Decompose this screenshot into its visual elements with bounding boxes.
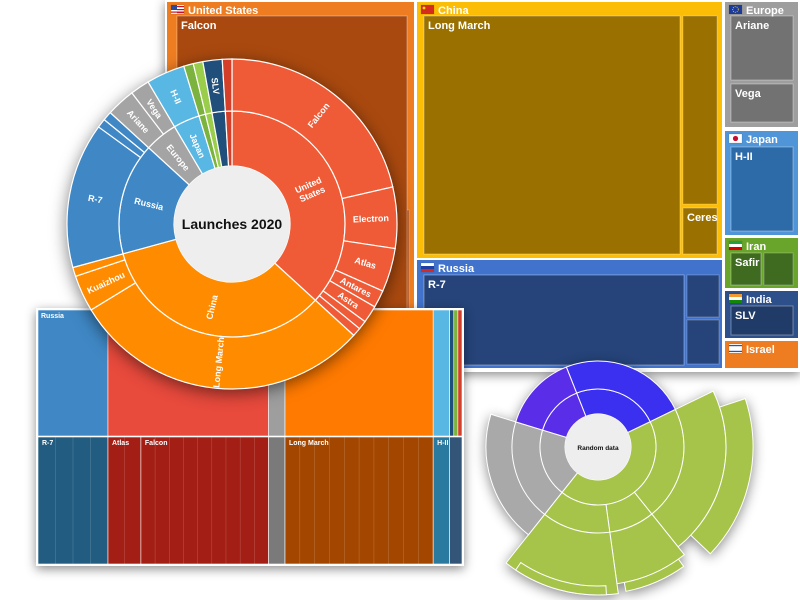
treemap-cell-label: Vega xyxy=(735,88,762,100)
treemap-group-israel[interactable]: Israel xyxy=(725,341,798,368)
flag-icon-europe xyxy=(728,4,743,15)
icicle-top-segment[interactable] xyxy=(284,309,434,437)
icicle-label: H-II xyxy=(437,440,448,447)
icicle-bottom-long-march[interactable]: Long March xyxy=(284,436,434,565)
random-outer-segment[interactable] xyxy=(605,491,686,592)
treemap-cell-label: R-7 xyxy=(428,279,446,291)
icicle-chart: Russia R-7 Atlas Falcon Long March H-II xyxy=(37,309,463,565)
treemap-group-label: China xyxy=(438,5,469,17)
icicle-bottom-h-ii[interactable]: H-II xyxy=(432,436,450,565)
random-inner-segment[interactable] xyxy=(541,392,587,438)
treemap-cell-vega[interactable]: Vega xyxy=(730,83,794,123)
icicle-bottom-r-7[interactable]: R-7 xyxy=(37,436,109,565)
flag-icon-united-states xyxy=(170,4,185,15)
treemap-group-label: Russia xyxy=(438,263,475,275)
launches-outer-kuaizhou[interactable]: Kuaizhou xyxy=(74,259,137,311)
treemap-cell xyxy=(682,15,718,205)
treemap-cell-safir[interactable]: Safir xyxy=(730,252,762,286)
icicle-top-segment[interactable] xyxy=(107,309,269,437)
launches-label: Vega xyxy=(144,97,165,121)
treemap-group-europe[interactable]: Ariane Vega Europe xyxy=(725,2,798,127)
treemap-cell-r-7[interactable]: R-7 xyxy=(423,274,685,366)
treemap-cell-label: Ariane xyxy=(735,20,769,32)
treemap-cell xyxy=(763,252,794,286)
treemap-cell-long-march[interactable]: Long March xyxy=(423,15,681,255)
launches-outer-r-7[interactable]: R-7 xyxy=(66,126,142,269)
treemap-cell-label: Safir xyxy=(735,257,760,269)
random-outer-segment[interactable] xyxy=(505,491,619,596)
flag-icon-iran xyxy=(728,240,743,251)
random-outer-segment[interactable] xyxy=(633,390,754,555)
treemap-cell-falcon[interactable]: Falcon xyxy=(176,15,408,357)
icicle-top-segment[interactable] xyxy=(453,309,459,437)
treemap-cell-label: H-II xyxy=(735,151,753,163)
launches-outer-segment[interactable] xyxy=(72,253,126,278)
random-outer-segment[interactable] xyxy=(515,366,578,431)
flag-icon-india xyxy=(728,293,743,304)
treemap-group-label: United States xyxy=(188,5,258,17)
icicle-bottom-segment[interactable] xyxy=(268,436,286,565)
icicle-label: Falcon xyxy=(145,440,168,447)
random-title: Random data xyxy=(577,445,619,452)
treemap-cell-ariane[interactable]: Ariane xyxy=(730,15,794,81)
treemap-group-india[interactable]: SLV India xyxy=(725,291,798,338)
treemap-cell-ceres[interactable]: Ceres xyxy=(682,207,718,255)
random-inner-segment[interactable] xyxy=(539,429,579,494)
treemap-group-russia[interactable]: R-7 Russia xyxy=(417,260,722,368)
treemap-cell-label: Ceres xyxy=(687,212,718,224)
launches-outer-ariane[interactable]: Ariane xyxy=(109,92,165,149)
icicle-label: R-7 xyxy=(42,440,53,447)
random-inner-segment[interactable] xyxy=(575,388,651,434)
treemap-cell-label: Falcon xyxy=(181,20,217,32)
treemap-group-japan[interactable]: H-II Japan xyxy=(725,131,798,235)
treemap-cell-h-ii[interactable]: H-II xyxy=(730,146,794,232)
random-center: Random data xyxy=(565,414,631,480)
flag-icon-israel xyxy=(728,343,743,354)
launches-label: Kuaizhou xyxy=(86,270,127,296)
flag-icon-china xyxy=(420,4,435,15)
launches-label: Russia xyxy=(133,196,165,213)
treemap-cell xyxy=(686,274,720,318)
launches-label: Ariane xyxy=(125,108,151,135)
icicle-label: Russia xyxy=(41,313,64,320)
icicle-panel: Russia R-7 Atlas Falcon Long March H-II xyxy=(36,308,464,566)
icicle-bottom-segment[interactable] xyxy=(449,436,463,565)
treemap-group-iran[interactable]: Safir Iran xyxy=(725,238,798,288)
icicle-label: Long March xyxy=(289,440,329,447)
icicle-bottom-atlas[interactable]: Atlas xyxy=(107,436,142,565)
icicle-top-segment[interactable] xyxy=(457,309,463,437)
launches-outer-segment[interactable] xyxy=(103,111,150,154)
treemap-cell-label: Long March xyxy=(428,20,491,32)
treemap-group-label: Iran xyxy=(746,241,766,253)
icicle-top-segment[interactable] xyxy=(432,309,450,437)
icicle-label: Atlas xyxy=(112,440,129,447)
flag-icon-japan xyxy=(728,133,743,144)
random-inner-segment[interactable] xyxy=(561,421,657,506)
flag-icon-russia xyxy=(420,262,435,273)
treemap-cell-slv[interactable]: SLV xyxy=(730,305,794,336)
icicle-top-segment[interactable] xyxy=(449,309,455,437)
treemap-cell xyxy=(686,319,720,365)
icicle-top-segment[interactable] xyxy=(268,309,286,437)
treemap-group-china[interactable]: Long March Ceres China xyxy=(417,2,722,258)
icicle-top-russia[interactable]: Russia xyxy=(37,309,109,437)
treemap-group-label: Israel xyxy=(746,344,775,356)
treemap-group-label: Japan xyxy=(746,134,778,146)
treemap-group-label: Europe xyxy=(746,5,784,17)
random-outer-segment[interactable] xyxy=(485,413,563,536)
icicle-bottom-falcon[interactable]: Falcon xyxy=(140,436,269,565)
launches-label: R-7 xyxy=(87,193,103,205)
treemap-cell-label: SLV xyxy=(735,310,756,322)
launches-outer-segment[interactable] xyxy=(97,118,146,159)
treemap-group-label: India xyxy=(746,294,773,306)
